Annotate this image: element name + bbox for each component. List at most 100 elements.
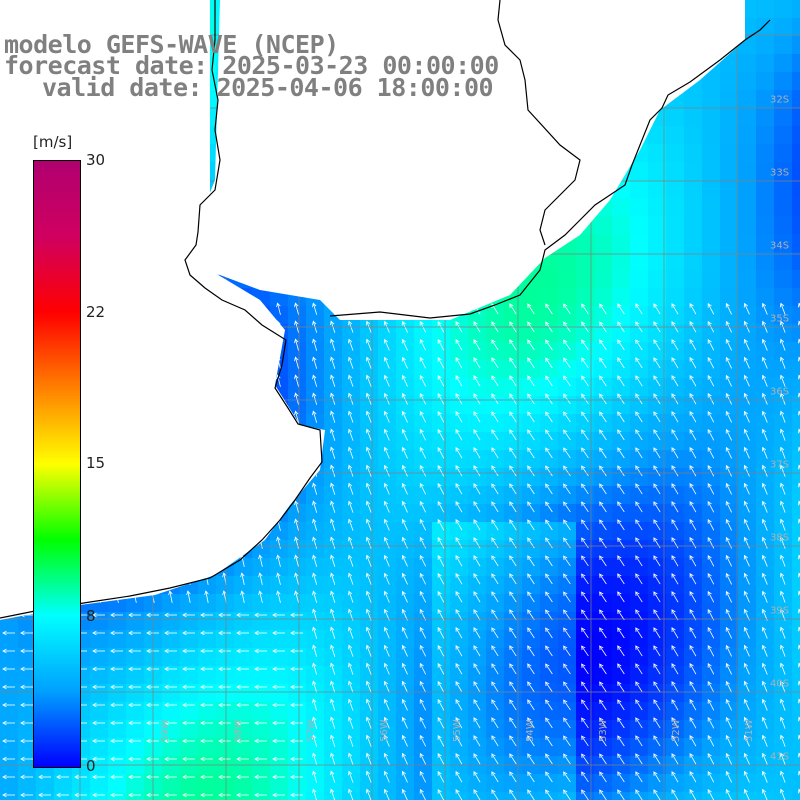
speed-cell: [432, 612, 450, 630]
wind-arrow: [707, 771, 715, 783]
wind-arrow: [689, 465, 697, 477]
wind-arrow-head: [635, 537, 640, 542]
speed-cell: [774, 774, 792, 792]
speed-cell: [432, 630, 450, 648]
wind-arrow: [348, 537, 354, 549]
wind-arrow-head: [653, 519, 658, 524]
wind-arrow-head: [218, 792, 223, 798]
wind-arrow: [545, 447, 553, 459]
wind-arrow-head: [635, 753, 640, 758]
wind-arrow: [780, 339, 786, 351]
wind-arrow-head: [797, 590, 800, 596]
speed-cell: [666, 396, 684, 414]
wind-arrow: [366, 771, 372, 783]
wind-arrow: [348, 447, 354, 459]
wind-arrow-head: [509, 699, 514, 704]
speed-cell: [288, 360, 306, 378]
speed-cell: [792, 234, 800, 252]
speed-cell: [612, 612, 630, 630]
speed-cell: [468, 414, 486, 432]
wind-arrow-head: [635, 681, 640, 686]
speed-cell: [792, 666, 800, 684]
wind-arrow-head: [689, 627, 694, 632]
wind-arrow-head: [599, 483, 604, 489]
wind-arrow: [545, 501, 553, 513]
speed-cell: [198, 702, 216, 720]
speed-cell: [612, 684, 630, 702]
wind-arrow-head: [20, 792, 25, 798]
wind-arrow-head: [617, 501, 622, 507]
speed-cell: [522, 702, 540, 720]
wind-arrow: [384, 501, 390, 513]
speed-cell: [576, 738, 594, 756]
speed-cell: [504, 522, 522, 540]
speed-cell: [792, 432, 800, 450]
wind-arrow: [527, 591, 535, 603]
speed-cell: [216, 684, 234, 702]
speed-cell: [558, 558, 576, 576]
speed-cell: [648, 396, 666, 414]
wind-arrow-head: [383, 626, 389, 632]
speed-cell: [576, 288, 594, 306]
wind-arrow: [653, 789, 661, 800]
speed-cell: [738, 738, 756, 756]
wind-arrow-head: [725, 464, 730, 470]
wind-arrow: [599, 429, 607, 441]
wind-arrow: [635, 537, 643, 549]
wind-arrow: [599, 483, 607, 495]
wind-arrow-head: [527, 501, 532, 507]
wind-arrow-head: [455, 411, 460, 416]
speed-cell: [648, 576, 666, 594]
speed-cell: [414, 720, 432, 738]
speed-cell: [306, 306, 324, 324]
wind-arrow: [419, 789, 426, 800]
wind-arrow: [563, 429, 571, 441]
wind-arrow-head: [725, 788, 730, 794]
wind-arrow-head: [347, 356, 353, 362]
wind-arrow-head: [401, 626, 406, 632]
speed-cell: [378, 558, 396, 576]
wind-arrow: [384, 789, 390, 800]
speed-cell: [792, 576, 800, 594]
wind-arrow: [653, 303, 661, 315]
wind-arrow-head: [725, 734, 730, 740]
wind-arrow-head: [128, 756, 133, 762]
speed-cell: [216, 738, 234, 756]
wind-arrow: [780, 681, 786, 693]
speed-cell: [594, 684, 612, 702]
wind-arrow: [402, 501, 408, 513]
wind-arrow-head: [581, 483, 586, 489]
speed-cell: [720, 450, 738, 468]
speed-cell: [504, 324, 522, 342]
wind-arrow: [312, 753, 318, 765]
wind-arrow: [384, 447, 390, 459]
wind-arrow-head: [455, 555, 460, 560]
wind-arrow: [545, 393, 553, 405]
wind-arrow-head: [707, 608, 712, 614]
wind-arrow-head: [599, 609, 604, 615]
speed-cell: [702, 216, 720, 234]
wind-arrow-head: [761, 392, 767, 398]
speed-cell: [468, 504, 486, 522]
wind-arrow-head: [347, 770, 353, 776]
wind-arrow-head: [164, 666, 169, 672]
speed-cell: [612, 324, 630, 342]
wind-arrow-head: [635, 699, 640, 704]
wind-arrow-head: [617, 753, 622, 759]
wind-arrow-head: [725, 536, 730, 542]
wind-arrow-head: [563, 555, 568, 561]
wind-arrow: [437, 717, 445, 729]
wind-arrow-head: [599, 501, 604, 507]
wind-arrow: [653, 411, 661, 423]
wind-arrow-head: [689, 537, 694, 542]
wind-arrow-head: [290, 684, 295, 690]
speed-cell: [540, 738, 558, 756]
wind-arrow-head: [527, 681, 532, 687]
speed-cell: [306, 774, 324, 792]
speed-cell: [126, 720, 144, 738]
wind-arrow-head: [383, 770, 389, 776]
speed-cell: [774, 144, 792, 162]
speed-cell: [756, 252, 774, 270]
speed-cell: [666, 540, 684, 558]
